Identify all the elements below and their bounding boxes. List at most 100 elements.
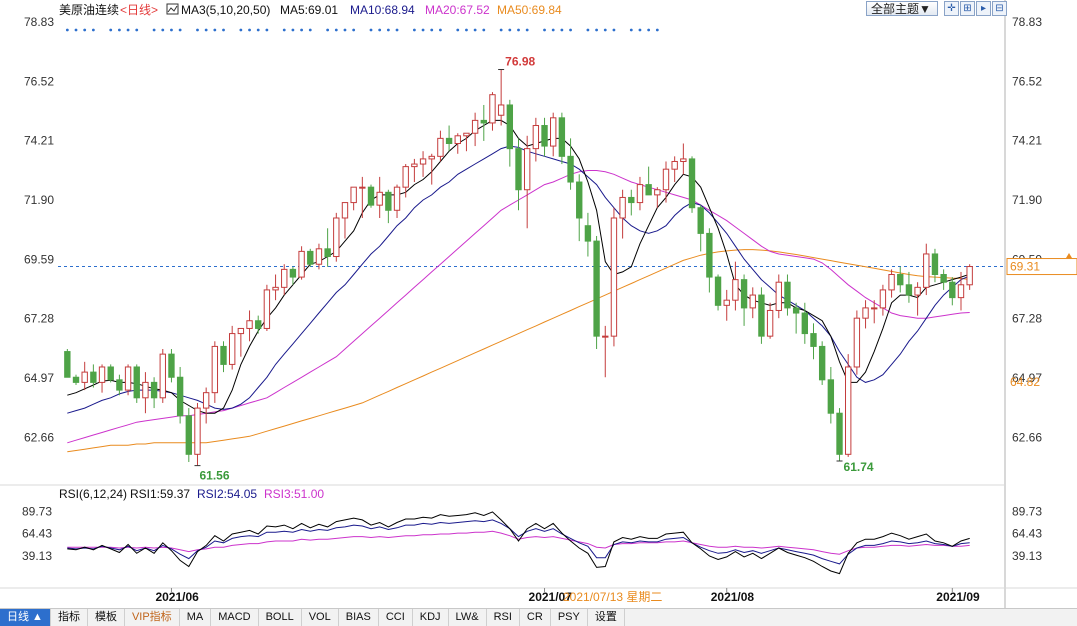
signal-dot [178,28,182,32]
zoom-out-icon[interactable]: ⊟ [992,1,1007,16]
signal-dot [282,28,286,32]
tab-bias[interactable]: BIAS [339,609,379,626]
rsi-tick-right: 64.43 [1012,527,1042,541]
rsi3-legend: RSI3:51.00 [264,487,324,501]
tab-psy[interactable]: PSY [551,609,588,626]
candle-down [628,196,635,204]
tab-item[interactable]: 指标 [51,609,88,626]
candle-up [194,407,201,455]
low-annotation-august: 61.74 [844,460,874,474]
candle-up [333,217,340,258]
signal-dot [551,28,555,32]
tab-ma[interactable]: MA [180,609,212,626]
time-tick: 2021/06 [155,590,199,604]
kline-svg[interactable]: 78.83 78.83 76.52 76.52 74.21 74.21 71.90 71.90… [0,0,1077,608]
signal-dot [638,28,642,32]
candle-down [714,276,722,306]
signal-dot [456,28,460,32]
candle-down [931,253,939,276]
signal-dot [109,28,113,32]
ma-toggle-icon[interactable] [166,3,179,15]
signal-dot [386,28,390,32]
candle-up [732,279,739,301]
signal-dot [430,28,434,32]
candle-down [385,191,392,211]
signal-dot [647,28,651,32]
rsi-title: RSI(6,12,24) [59,487,127,501]
signal-dot [256,28,260,32]
rsi-tick-left: 64.43 [22,527,52,541]
candle-down [784,281,791,309]
candle-up [862,307,869,319]
price-tick-left: 76.52 [24,74,54,88]
tab-lw[interactable]: LW& [449,609,487,626]
tab-rsi[interactable]: RSI [487,609,520,626]
candle-down [897,274,904,286]
ma20-legend: MA20:67.52 [425,3,490,17]
candle-up [523,148,531,191]
zoom-in-icon[interactable]: ⊞ [960,1,975,16]
candle-up [341,202,349,219]
candle-down [818,345,826,381]
signal-dot [152,28,156,32]
ma50-price-label: 64.82 [1010,375,1040,389]
rsi-tick-left: 39.13 [22,549,52,563]
symbol-title: 美原油连续 [59,2,119,17]
tab-boll[interactable]: BOLL [259,609,302,626]
candle-down [133,366,140,399]
price-tick-right: 64.97 [1012,371,1042,385]
last-price-box [1006,258,1077,276]
candle-up [532,125,540,150]
candle-up [411,163,418,168]
theme-dropdown[interactable]: 全部主题▼ [866,1,938,16]
candle-up [211,345,219,394]
signal-dot [465,28,468,32]
tab-item[interactable]: 设置 [588,609,625,626]
candle-down [792,307,800,314]
tab-item[interactable]: 模板 [88,609,125,626]
candle-up [263,289,271,329]
candle-down [836,412,843,455]
tab-kdj[interactable]: KDJ [413,609,449,626]
candle-up [775,281,782,311]
candle-up [272,286,279,291]
play-icon[interactable]: ▸ [976,1,991,16]
signal-dot [334,28,338,32]
signal-dot [595,28,598,32]
candle-down [307,250,314,265]
candle-down [90,371,97,383]
candle-down [758,294,765,337]
price-tick-right: 67.28 [1012,312,1042,326]
signal-dot [65,28,69,32]
signal-dot [517,28,520,32]
tab-vol[interactable]: VOL [302,609,339,626]
rsi-tick-right: 39.13 [1012,549,1042,563]
candle-up [489,94,496,124]
tab-period[interactable]: 日线 ▲ [0,609,51,626]
candle-down [324,248,331,258]
price-tick-left: 64.97 [24,371,54,385]
candle-up [497,104,505,116]
candle-up [749,294,756,309]
signal-dot [508,28,512,32]
candle-up [671,160,678,170]
candle-down [480,119,487,124]
tab-cci[interactable]: CCI [379,609,413,626]
time-tick: 2021/08 [711,590,755,604]
rsi-tick-right: 89.73 [1012,504,1042,518]
price-tick-right: 71.90 [1012,193,1042,207]
price-tick-left: 67.28 [24,312,54,326]
candle-down [515,148,522,191]
signal-dot [126,28,130,32]
candle-down [367,186,375,206]
tab-macd[interactable]: MACD [211,609,259,626]
candle-up [602,335,609,338]
signal-dot [117,28,121,32]
tab-cr[interactable]: CR [520,609,551,626]
candle-down [107,366,114,381]
signal-dot [161,28,165,32]
signal-dot [83,28,87,32]
tab-vip[interactable]: VIP指标 [125,609,180,626]
crosshair-icon[interactable]: ✛ [944,1,959,16]
